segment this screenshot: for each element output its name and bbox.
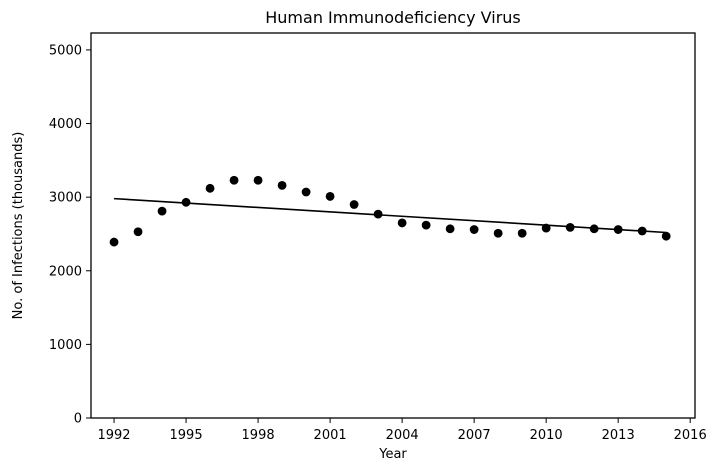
data-point — [349, 200, 359, 209]
x-tick-label: 1992 — [97, 428, 130, 443]
data-point — [325, 192, 335, 201]
axes: 1992 1995 1998 2001 2004 2007 2010 2013 2016 0 100… — [49, 43, 707, 443]
data-point — [301, 187, 311, 197]
plot-frame — [90, 32, 696, 419]
plot-area — [109, 175, 671, 247]
data-point — [205, 183, 215, 193]
x-tick-label: 2016 — [674, 428, 707, 443]
y-tick-label: 4000 — [49, 117, 82, 132]
x-tick-label: 2007 — [458, 428, 491, 443]
data-point — [133, 227, 143, 237]
data-point — [253, 175, 263, 185]
data-point — [421, 220, 431, 230]
data-point — [445, 224, 455, 234]
x-tick-label: 2010 — [530, 428, 563, 443]
data-point — [109, 237, 119, 247]
data-point — [181, 197, 191, 207]
chart-title: Human Immunodeficiency Virus — [265, 8, 521, 27]
x-tick-label: 1998 — [242, 428, 275, 443]
data-point — [277, 180, 287, 190]
y-tick-label: 5000 — [49, 43, 82, 58]
data-point — [661, 231, 671, 241]
data-point — [589, 224, 599, 234]
data-point — [493, 228, 503, 238]
y-tick-label: 0 — [74, 412, 82, 427]
data-point — [517, 228, 527, 238]
data-point — [541, 223, 551, 233]
y-tick-label: 2000 — [49, 264, 82, 279]
x-axis-title: Year — [378, 447, 407, 462]
y-tick-label: 3000 — [49, 191, 82, 206]
data-point — [373, 209, 383, 219]
x-tick-label: 2013 — [602, 428, 635, 443]
x-tick-label: 2001 — [314, 428, 347, 443]
data-point — [613, 225, 623, 234]
data-point — [397, 218, 407, 228]
y-axis-title: No. of Infections (thousands) — [11, 132, 26, 320]
data-point — [637, 226, 647, 236]
x-tick-label: 1995 — [170, 428, 203, 443]
data-point — [157, 206, 167, 216]
data-point — [229, 175, 239, 185]
data-point — [469, 225, 479, 234]
data-point — [565, 222, 575, 232]
x-tick-label: 2004 — [386, 428, 419, 443]
y-tick-label: 1000 — [49, 338, 82, 353]
